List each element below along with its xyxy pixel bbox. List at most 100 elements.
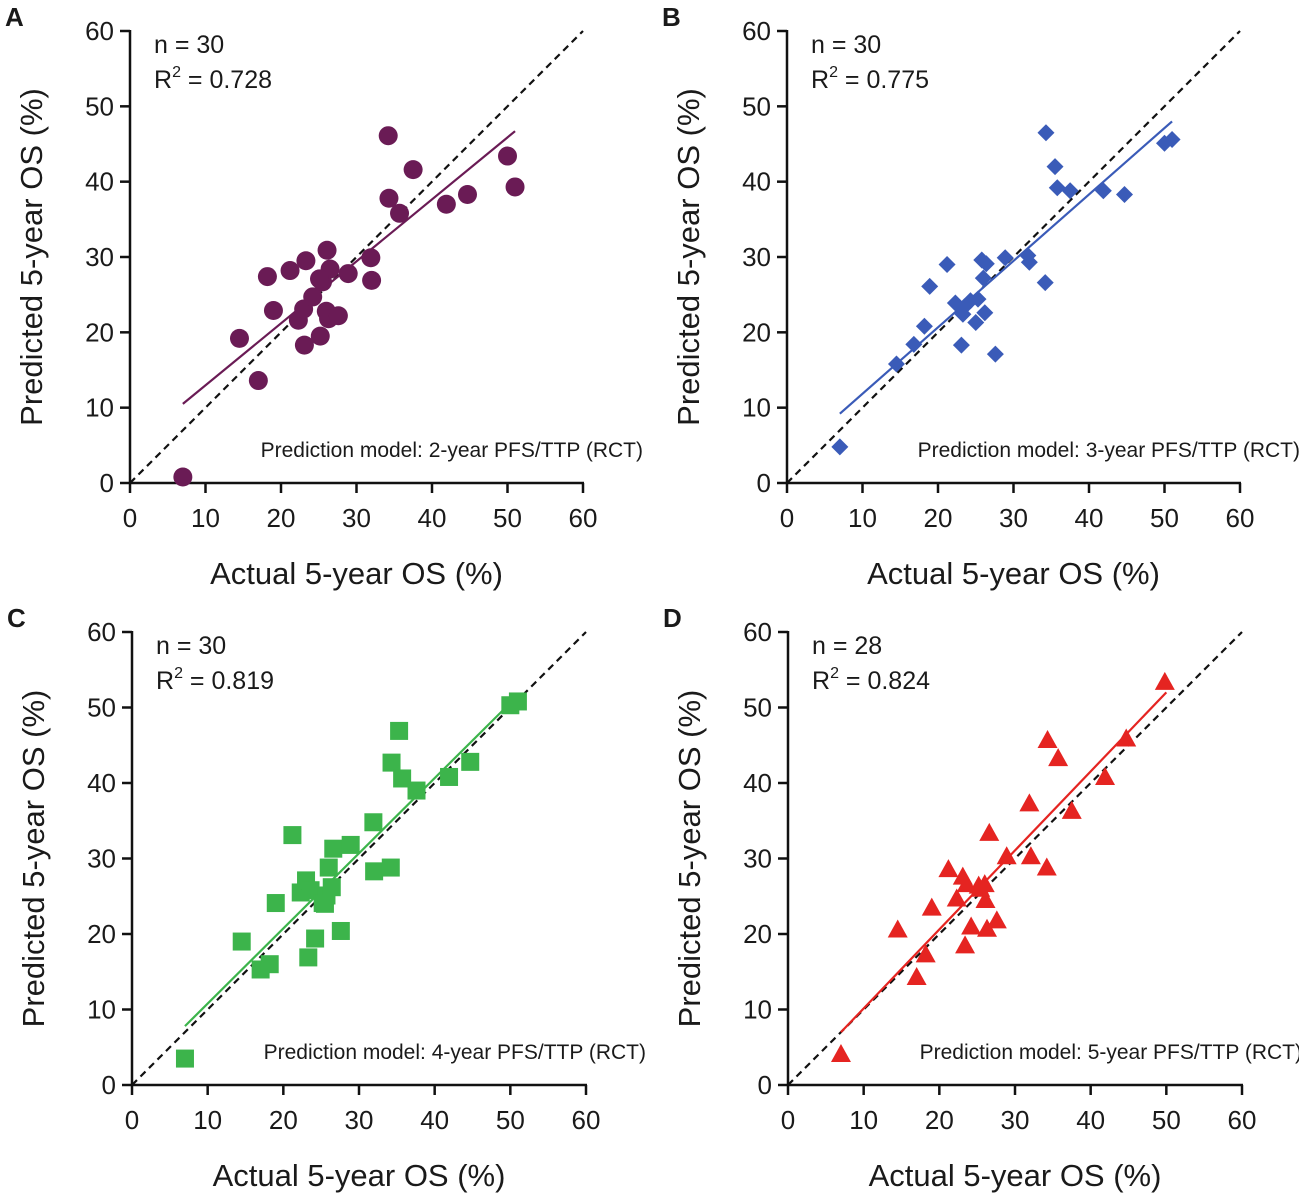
x-tick-label: 50 (1150, 503, 1179, 533)
data-point (831, 438, 849, 456)
data-point (1019, 793, 1040, 812)
y-tick-label: 20 (85, 317, 114, 347)
data-point (229, 328, 249, 348)
y-axis-label: Predicted 5-year OS (%) (672, 690, 707, 1028)
x-tick-label: 50 (1152, 1105, 1181, 1135)
data-point (390, 721, 409, 740)
data-point (319, 858, 338, 877)
data-point (283, 826, 302, 845)
x-axis-label: Actual 5-year OS (%) (869, 1158, 1162, 1193)
y-tick-label: 30 (742, 242, 771, 272)
x-tick-label: 60 (1228, 1105, 1257, 1135)
y-tick-label: 10 (85, 393, 114, 423)
data-point (1116, 728, 1137, 747)
data-point (508, 692, 527, 711)
data-point (996, 249, 1014, 267)
y-tick-label: 40 (742, 167, 771, 197)
data-point (977, 918, 998, 937)
n-count: n = 30 (156, 632, 226, 660)
data-point (996, 846, 1017, 865)
x-axis-label: Actual 5-year OS (%) (867, 556, 1160, 591)
panel-a: A 0 10 20 30 40 50 60 0 10 20 30 40 50 60 Actual 5-year… (5, 2, 643, 591)
data-point (296, 251, 316, 271)
y-tick-label: 20 (743, 919, 772, 949)
panel-b: B 0 10 20 30 40 50 60 0 10 20 30 40 50 60 Actual 5-year… (662, 2, 1299, 591)
data-point (362, 270, 382, 290)
x-tick-label: 20 (925, 1105, 954, 1135)
identity-line (787, 631, 1243, 1086)
y-tick-label: 40 (85, 167, 114, 197)
data-point (379, 188, 399, 208)
data-point (303, 287, 323, 307)
model-annotation: Prediction model: 3-year PFS/TTP (RCT) (918, 439, 1299, 462)
data-point (1163, 130, 1181, 148)
y-tick-label: 40 (743, 768, 772, 798)
data-point (915, 944, 936, 963)
data-point (390, 203, 410, 223)
r-squared: R2 = 0.824 (812, 665, 930, 695)
regression-line (839, 120, 1173, 415)
model-annotation: Prediction model: 5-year PFS/TTP (RCT) (920, 1041, 1299, 1064)
x-tick-label: 0 (123, 503, 137, 533)
data-point (986, 910, 1007, 929)
data-point (232, 932, 251, 951)
data-point (324, 839, 343, 858)
data-point (938, 859, 959, 878)
data-point (906, 967, 927, 986)
data-point (378, 126, 398, 146)
x-tick-label: 30 (999, 503, 1028, 533)
panel-label: A (5, 2, 24, 32)
n-count: n = 28 (812, 632, 882, 660)
data-point (310, 269, 330, 289)
data-point (365, 862, 384, 881)
x-tick-label: 30 (345, 1105, 374, 1135)
data-point (315, 894, 334, 913)
data-point (280, 261, 300, 281)
r-squared-prefix: R (154, 66, 172, 94)
x-tick-label: 60 (572, 1105, 601, 1135)
data-point (1020, 253, 1038, 271)
y-tick-label: 20 (742, 317, 771, 347)
data-point (887, 919, 908, 938)
x-tick-label: 10 (849, 1105, 878, 1135)
r-squared-prefix: R (812, 667, 830, 695)
data-point (1061, 182, 1079, 200)
data-point (299, 948, 318, 967)
data-point (306, 929, 325, 948)
y-tick-label: 50 (85, 91, 114, 121)
data-point (1094, 182, 1112, 200)
x-tick-label: 40 (1075, 503, 1104, 533)
data-point (257, 267, 277, 287)
data-point (1036, 857, 1057, 876)
data-point (975, 890, 996, 909)
x-tick-label: 20 (924, 503, 953, 533)
data-point (1046, 158, 1064, 176)
r-squared-value: = 0.775 (838, 66, 929, 94)
data-point (364, 813, 383, 832)
x-tick-label: 30 (342, 503, 371, 533)
data-point (457, 184, 477, 204)
data-point (976, 304, 994, 322)
data-point (248, 371, 268, 391)
data-point (260, 955, 279, 974)
r-squared-superscript: 2 (829, 64, 838, 81)
r-squared-superscript: 2 (830, 665, 839, 682)
y-tick-label: 60 (743, 617, 772, 647)
data-point (986, 345, 1004, 363)
x-tick-label: 20 (267, 503, 296, 533)
data-point (979, 822, 1000, 841)
x-tick-label: 30 (1001, 1105, 1030, 1135)
data-point (905, 335, 923, 353)
data-point (263, 300, 283, 320)
data-point (969, 290, 987, 308)
y-axis-label: Predicted 5-year OS (%) (14, 88, 49, 426)
data-point (830, 1044, 851, 1063)
x-tick-label: 40 (418, 503, 447, 533)
data-point (361, 248, 381, 268)
r-squared: R2 = 0.728 (154, 64, 272, 94)
data-point (961, 916, 982, 935)
y-tick-label: 60 (85, 16, 114, 46)
x-tick-label: 50 (496, 1105, 525, 1135)
y-tick-label: 60 (87, 617, 116, 647)
